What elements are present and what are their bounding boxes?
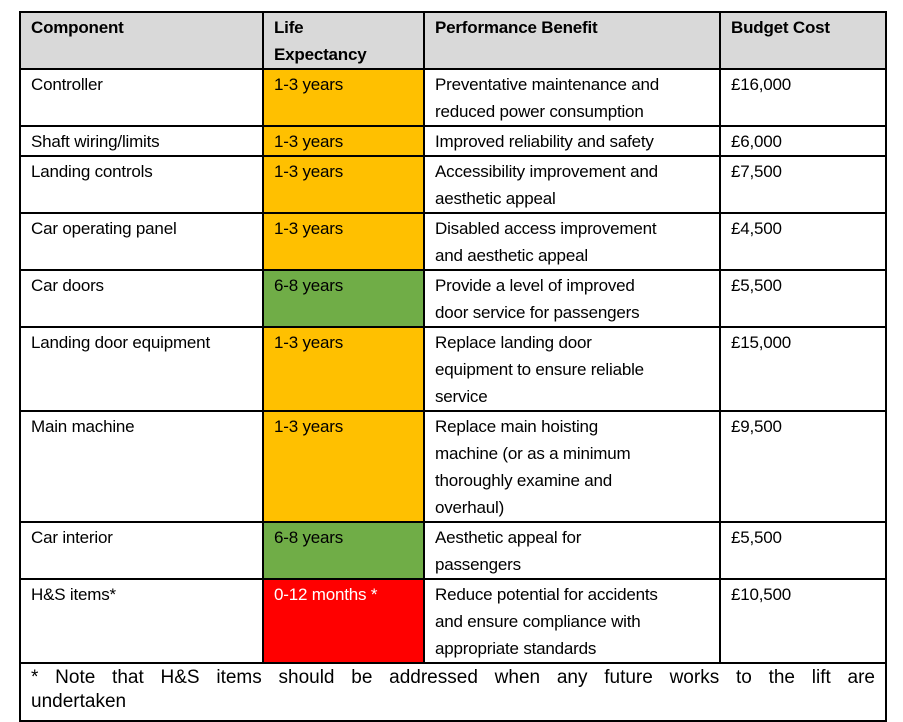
performance-benefit-cell: Provide a level of improved door service… (423, 269, 721, 328)
component-cell: Shaft wiring/limits (19, 125, 264, 157)
performance-benefit-cell: Preventative maintenance and reduced pow… (423, 68, 721, 127)
table-row: Car interior 6-8 years Aesthetic appeal fo… (19, 521, 887, 580)
header-performance-benefit: Performance Benefit (423, 11, 721, 70)
component-cell: H&S items* (19, 578, 264, 664)
life-expectancy-cell: 1-3 years (262, 212, 425, 271)
performance-benefit-cell: Accessibility improvement and aesthetic … (423, 155, 721, 214)
life-expectancy-cell: 6-8 years (262, 521, 425, 580)
life-expectancy-cell: 1-3 years (262, 68, 425, 127)
header-row: Component Life Expectancy Performance Be… (19, 11, 887, 70)
budget-cost-cell: £10,500 (719, 578, 887, 664)
table-row: Main machine 1-3 years Replace main hoisti… (19, 410, 887, 523)
budget-cost-cell: £16,000 (719, 68, 887, 127)
performance-benefit-cell: Replace landing door equipment to ensure… (423, 326, 721, 412)
life-expectancy-cell: 6-8 years (262, 269, 425, 328)
life-expectancy-cell: 1-3 years (262, 326, 425, 412)
component-cell: Car operating panel (19, 212, 264, 271)
note-cell: * Note that H&S items should be addresse… (19, 662, 887, 722)
budget-cost-cell: £4,500 (719, 212, 887, 271)
table-row: Landing door equipment 1-3 years Replace l… (19, 326, 887, 412)
life-expectancy-cell: 0-12 months * (262, 578, 425, 664)
component-cell: Landing door equipment (19, 326, 264, 412)
header-budget-cost: Budget Cost (719, 11, 887, 70)
note-line-1: * Note that H&S items should be addresse… (31, 667, 875, 688)
budget-cost-cell: £9,500 (719, 410, 887, 523)
performance-benefit-cell: Reduce potential for accidents and ensur… (423, 578, 721, 664)
component-cell: Landing controls (19, 155, 264, 214)
table-row: H&S items* 0-12 months * Reduce potential … (19, 578, 887, 664)
note-line-2: undertaken (31, 691, 127, 712)
performance-benefit-cell: Improved reliability and safety (423, 125, 721, 157)
lift-components-table: Component Life Expectancy Performance Be… (19, 11, 887, 722)
component-cell: Main machine (19, 410, 264, 523)
budget-cost-cell: £5,500 (719, 521, 887, 580)
component-cell: Car interior (19, 521, 264, 580)
note-row: * Note that H&S items should be addresse… (19, 662, 887, 722)
table-row: Car operating panel 1-3 years Disabled acc… (19, 212, 887, 271)
life-expectancy-cell: 1-3 years (262, 125, 425, 157)
budget-cost-cell: £7,500 (719, 155, 887, 214)
component-cell: Car doors (19, 269, 264, 328)
header-component: Component (19, 11, 264, 70)
component-cell: Controller (19, 68, 264, 127)
budget-cost-cell: £6,000 (719, 125, 887, 157)
budget-cost-cell: £15,000 (719, 326, 887, 412)
table-row: Landing controls 1-3 years Accessibility i… (19, 155, 887, 214)
header-life-expectancy: Life Expectancy (262, 11, 425, 70)
life-expectancy-cell: 1-3 years (262, 155, 425, 214)
budget-cost-cell: £5,500 (719, 269, 887, 328)
performance-benefit-cell: Replace main hoisting machine (or as a m… (423, 410, 721, 523)
table-row: Controller 1-3 years Preventative maintena… (19, 68, 887, 127)
life-expectancy-cell: 1-3 years (262, 410, 425, 523)
table-row: Shaft wiring/limits 1-3 years Improved rel… (19, 125, 887, 157)
performance-benefit-cell: Aesthetic appeal for passengers (423, 521, 721, 580)
performance-benefit-cell: Disabled access improvement and aestheti… (423, 212, 721, 271)
table-row: Car doors 6-8 years Provide a level of imp… (19, 269, 887, 328)
